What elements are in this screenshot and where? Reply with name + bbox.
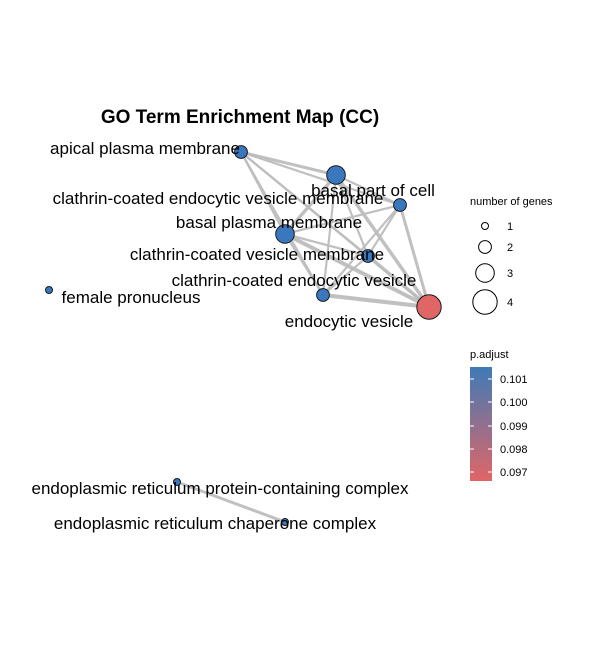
edge-basal_pm-cv_membrane <box>284 232 369 258</box>
size-legend-title: number of genes <box>470 196 553 208</box>
size-legend-label: 4 <box>507 297 513 309</box>
edge-basal_part-endo_vesicle <box>334 173 431 309</box>
size-legend-circle <box>475 263 495 283</box>
edge-cv_membrane-cc_endo_vesicle <box>322 255 369 296</box>
edge-cv_membrane-endo_vesicle <box>366 254 431 309</box>
node-female_pron[interactable] <box>45 286 53 294</box>
node-layer <box>45 145 442 526</box>
color-legend-label: 0.098 <box>500 444 528 456</box>
edge-layer <box>176 150 431 524</box>
color-legend: p.adjust 0.101 0.100 0.099 0.098 0.097 <box>470 349 528 481</box>
color-legend-label: 0.100 <box>500 397 528 409</box>
size-legend-label: 2 <box>507 242 513 254</box>
edge-basal_pm-endo_vesicle <box>284 232 430 309</box>
size-legend-circle <box>478 240 492 254</box>
node-label-er_protein_complex: endoplasmic reticulum protein-containing… <box>31 479 409 498</box>
edge-basal_part-cv_membrane <box>334 174 370 257</box>
size-legend-circle <box>472 289 498 315</box>
size-legend-label: 1 <box>507 221 513 233</box>
color-legend-bar <box>470 367 492 481</box>
node-label-apical: apical plasma membrane <box>50 139 240 158</box>
node-basal_part[interactable] <box>326 165 346 185</box>
edge-ccv_membrane-endo_vesicle <box>398 204 431 308</box>
color-legend-label: 0.097 <box>500 467 528 479</box>
node-cv_membrane[interactable] <box>361 249 375 263</box>
node-label-ccv_membrane: clathrin-coated endocytic vesicle membra… <box>53 189 384 208</box>
chart-title: GO Term Enrichment Map (CC) <box>101 107 379 128</box>
edge-basal_part-basal_pm <box>283 173 338 236</box>
node-label-basal_part: basal part of cell <box>311 181 435 200</box>
node-label-er_chaperone: endoplasmic reticulum chaperone complex <box>54 514 377 533</box>
color-legend-title: p.adjust <box>470 349 509 361</box>
node-er_protein_complex[interactable] <box>173 478 181 486</box>
node-label-cc_endo_vesicle: clathrin-coated endocytic vesicle <box>172 271 417 290</box>
edge-basal_pm-cc_endo_vesicle <box>284 233 324 296</box>
color-legend-label: 0.101 <box>500 374 528 386</box>
node-basal_pm[interactable] <box>275 224 295 244</box>
node-label-cv_membrane: clathrin-coated vesicle membrane <box>130 245 384 264</box>
edge-er_protein_complex-er_chaperone <box>176 480 286 524</box>
edge-apical-basal_part <box>240 150 337 177</box>
edge-basal_part-ccv_membrane <box>335 174 401 206</box>
node-label-female_pron: female pronucleus <box>62 288 201 307</box>
size-legend-circle <box>481 222 489 230</box>
edge-apical-ccv_membrane <box>240 150 401 207</box>
size-legend-label: 3 <box>507 268 513 280</box>
edge-basal_part-cc_endo_vesicle <box>321 174 338 296</box>
edge-ccv_membrane-cc_endo_vesicle <box>322 204 401 296</box>
node-endo_vesicle[interactable] <box>416 294 442 320</box>
node-apical[interactable] <box>234 145 248 159</box>
edge-cc_endo_vesicle-endo_vesicle <box>322 293 430 309</box>
edge-ccv_membrane-basal_pm <box>284 203 401 236</box>
node-label-basal_pm: basal plasma membrane <box>176 213 362 232</box>
node-er_chaperone[interactable] <box>281 518 289 526</box>
node-ccv_membrane[interactable] <box>393 198 407 212</box>
label-layer: apical plasma membrane basal part of cell… <box>31 139 434 533</box>
node-cc_endo_vesicle[interactable] <box>316 288 330 302</box>
color-legend-label: 0.099 <box>500 421 528 433</box>
node-label-endo_vesicle: endocytic vesicle <box>285 312 414 331</box>
edge-ccv_membrane-cv_membrane <box>367 204 401 257</box>
size-legend: number of genes 1 2 3 4 <box>470 196 553 315</box>
